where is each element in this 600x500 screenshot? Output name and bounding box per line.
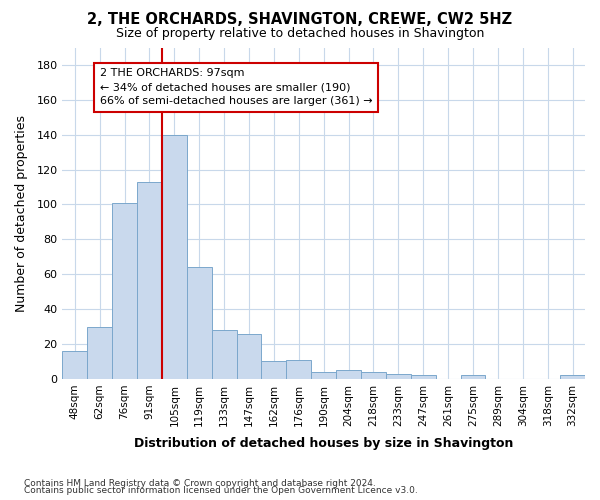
Y-axis label: Number of detached properties: Number of detached properties xyxy=(15,114,28,312)
Bar xyxy=(361,372,386,379)
Bar xyxy=(162,134,187,379)
Text: 2 THE ORCHARDS: 97sqm
← 34% of detached houses are smaller (190)
66% of semi-det: 2 THE ORCHARDS: 97sqm ← 34% of detached … xyxy=(100,68,372,106)
Bar xyxy=(311,372,336,379)
Text: Contains HM Land Registry data © Crown copyright and database right 2024.: Contains HM Land Registry data © Crown c… xyxy=(24,478,376,488)
Text: Size of property relative to detached houses in Shavington: Size of property relative to detached ho… xyxy=(116,28,484,40)
Bar xyxy=(87,326,112,379)
Bar xyxy=(62,351,87,379)
Bar xyxy=(461,376,485,379)
Bar xyxy=(187,268,212,379)
Bar xyxy=(411,376,436,379)
X-axis label: Distribution of detached houses by size in Shavington: Distribution of detached houses by size … xyxy=(134,437,514,450)
Text: 2, THE ORCHARDS, SHAVINGTON, CREWE, CW2 5HZ: 2, THE ORCHARDS, SHAVINGTON, CREWE, CW2 … xyxy=(88,12,512,28)
Bar xyxy=(212,330,236,379)
Bar xyxy=(112,202,137,379)
Text: Contains public sector information licensed under the Open Government Licence v3: Contains public sector information licen… xyxy=(24,486,418,495)
Bar xyxy=(137,182,162,379)
Bar xyxy=(286,360,311,379)
Bar xyxy=(336,370,361,379)
Bar xyxy=(386,374,411,379)
Bar xyxy=(236,334,262,379)
Bar xyxy=(262,362,286,379)
Bar xyxy=(560,376,585,379)
